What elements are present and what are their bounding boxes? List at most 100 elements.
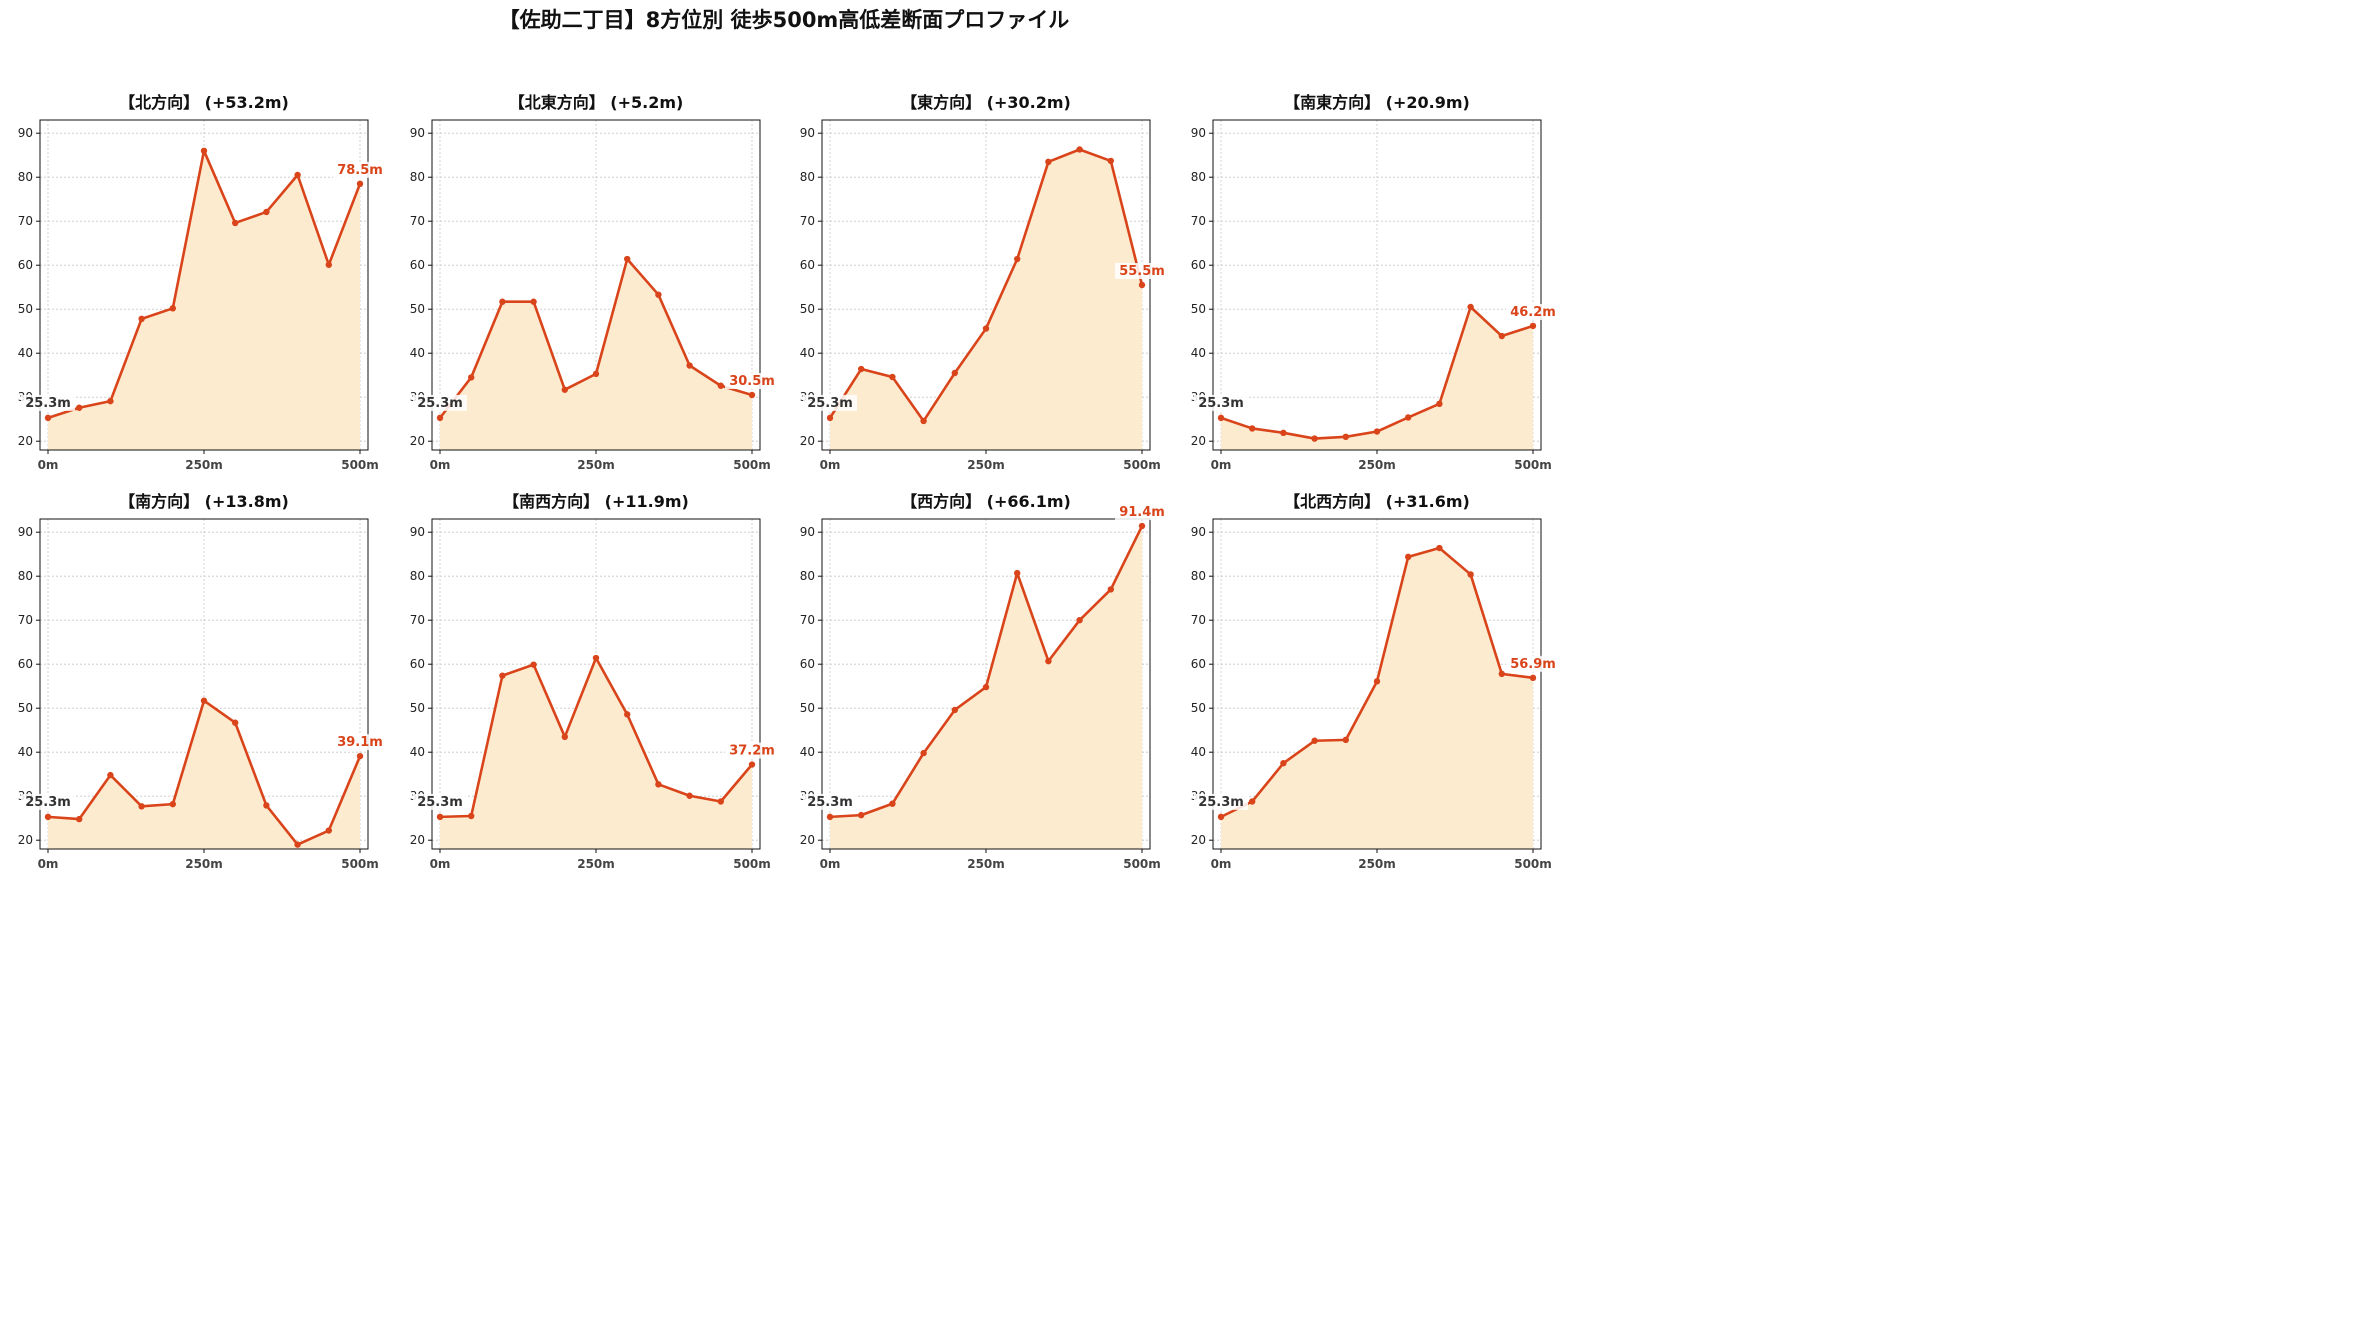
y-tick-label: 60	[410, 657, 425, 671]
data-point	[44, 414, 52, 422]
panel-title: 【東方向】 (+30.2m)	[901, 93, 1071, 112]
data-point	[1529, 674, 1537, 682]
data-point	[717, 382, 724, 389]
y-tick-label: 90	[18, 525, 33, 539]
data-point	[436, 813, 444, 821]
data-point	[294, 841, 301, 848]
data-point	[1405, 414, 1412, 421]
data-point	[686, 362, 693, 369]
data-point	[951, 706, 958, 714]
y-tick-label: 50	[800, 701, 815, 715]
chart-panel: 【東方向】 (+30.2m)20304050607080900m250m500m…	[800, 93, 1169, 472]
y-tick-label: 80	[1191, 170, 1206, 184]
x-tick-label: 500m	[341, 857, 379, 871]
x-tick-label: 250m	[577, 857, 615, 871]
data-point	[1138, 281, 1146, 289]
data-point	[1436, 544, 1443, 552]
y-tick-label: 60	[18, 657, 33, 671]
data-point	[655, 781, 662, 788]
data-point	[592, 654, 600, 662]
start-elevation-label: 25.3m	[1198, 396, 1244, 411]
y-tick-label: 60	[800, 258, 815, 272]
data-point	[1045, 158, 1052, 165]
end-elevation-label: 30.5m	[729, 374, 775, 389]
y-tick-label: 20	[18, 434, 33, 448]
data-point	[1467, 571, 1474, 578]
y-tick-label: 90	[410, 126, 425, 140]
start-label-box	[803, 394, 857, 411]
y-tick-label: 90	[800, 525, 815, 539]
data-point	[889, 800, 896, 807]
y-tick-label: 90	[18, 126, 33, 140]
elevation-area	[48, 150, 360, 451]
data-point	[858, 365, 865, 373]
data-point	[138, 315, 145, 323]
x-tick-label: 0m	[820, 458, 841, 472]
x-tick-label: 500m	[341, 458, 379, 472]
y-tick-label: 80	[800, 569, 815, 583]
start-elevation-label: 25.3m	[417, 396, 463, 411]
y-tick-label: 40	[410, 745, 425, 759]
x-tick-label: 0m	[1211, 857, 1232, 871]
x-tick-label: 250m	[185, 857, 223, 871]
y-tick-label: 40	[410, 346, 425, 360]
end-elevation-label: 55.5m	[1119, 264, 1165, 279]
page-title: 【佐助二丁目】8方位別 徒歩500m高低差断面プロファイル	[498, 8, 1070, 32]
y-tick-label: 70	[410, 613, 425, 627]
panel-title: 【北東方向】 (+5.2m)	[509, 93, 684, 112]
start-label-box	[1194, 394, 1248, 411]
data-point	[748, 391, 756, 399]
data-point	[1107, 157, 1115, 165]
start-label-box	[1194, 793, 1248, 810]
chart-panel: 【南方向】 (+13.8m)20304050607080900m250m500m…	[18, 492, 387, 871]
y-tick-label: 20	[800, 434, 815, 448]
data-point	[44, 813, 52, 821]
data-point	[232, 719, 239, 726]
data-point	[530, 298, 537, 305]
data-point	[138, 803, 145, 810]
data-point	[1373, 428, 1381, 435]
data-point	[1342, 433, 1350, 440]
data-point	[1342, 736, 1350, 744]
y-tick-label: 20	[1191, 434, 1206, 448]
data-point	[76, 815, 83, 823]
y-tick-label: 20	[800, 833, 815, 847]
panel-title: 【北西方向】 (+31.6m)	[1284, 492, 1470, 511]
data-point	[1249, 798, 1256, 805]
y-tick-label: 90	[800, 126, 815, 140]
start-elevation-label: 25.3m	[25, 795, 71, 810]
y-tick-label: 70	[1191, 613, 1206, 627]
end-label-box	[333, 734, 387, 751]
x-tick-label: 250m	[185, 458, 223, 472]
elevation-area	[440, 259, 752, 450]
y-tick-label: 70	[410, 214, 425, 228]
end-label-box	[1506, 303, 1560, 320]
chart-panel: 【南西方向】 (+11.9m)20304050607080900m250m500…	[410, 492, 779, 871]
data-point	[1217, 414, 1225, 422]
elevation-area	[48, 700, 360, 849]
y-tick-label: 60	[800, 657, 815, 671]
data-point	[1467, 303, 1474, 311]
start-elevation-label: 25.3m	[417, 795, 463, 810]
data-point	[951, 369, 958, 377]
data-point	[561, 386, 568, 393]
y-tick-label: 60	[410, 258, 425, 272]
y-tick-label: 80	[18, 569, 33, 583]
data-point	[232, 219, 239, 227]
data-point	[826, 813, 834, 821]
data-point	[920, 749, 927, 757]
y-tick-label: 70	[800, 214, 815, 228]
panel-title: 【南方向】 (+13.8m)	[119, 492, 289, 511]
panel-title: 【西方向】 (+66.1m)	[901, 492, 1071, 511]
y-tick-label: 40	[18, 346, 33, 360]
start-label-box	[21, 793, 75, 810]
x-tick-label: 500m	[1123, 857, 1161, 871]
y-tick-label: 60	[1191, 258, 1206, 272]
data-point	[530, 661, 537, 668]
y-tick-label: 20	[1191, 833, 1206, 847]
elevation-area	[440, 658, 752, 849]
data-point	[1076, 146, 1083, 153]
x-tick-label: 500m	[1514, 458, 1552, 472]
data-point	[624, 711, 631, 718]
elevation-area	[830, 149, 1142, 451]
